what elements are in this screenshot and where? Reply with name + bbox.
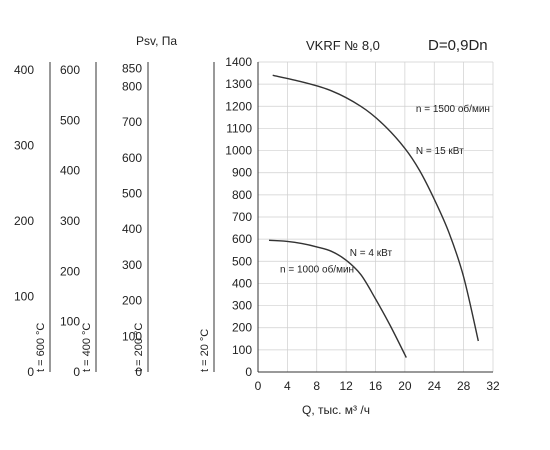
curve-annotation: n = 1500 об/мин xyxy=(416,103,490,115)
y-tick-label: 600 xyxy=(232,232,252,246)
temperature-axis-tick-label: 200 xyxy=(14,214,34,228)
curve-annotation: N = 15 кВт xyxy=(416,146,464,157)
y-tick-label: 0 xyxy=(245,365,252,379)
temperature-axis-tick-label: 300 xyxy=(14,139,34,153)
temperature-axis-tick-label: 500 xyxy=(60,113,80,127)
chart-labels: VKRF № 8,0 D=0,9Dn Psv, Па Q, тыс. м³ /ч… xyxy=(136,34,490,417)
y-tick-label: 400 xyxy=(232,276,252,290)
temperature-axis-tick-label: 300 xyxy=(122,258,142,272)
temperature-axis-tick-label: 0 xyxy=(73,365,80,379)
temperature-axis-tick-label: 600 xyxy=(60,63,80,77)
temperature-axis-label: t = 600 °C xyxy=(35,323,47,372)
y-tick-label: 1300 xyxy=(225,77,252,91)
y-axis-label: Psv, Па xyxy=(136,34,177,48)
temperature-axis-tick-label: 400 xyxy=(60,164,80,178)
y-tick-label: 1400 xyxy=(225,55,252,69)
x-axis-label: Q, тыс. м³ /ч xyxy=(302,403,370,417)
temperature-axis-label: t = 400 °C xyxy=(81,323,93,372)
y-tick-label: 1100 xyxy=(226,121,252,135)
series-curves xyxy=(268,74,479,358)
temperature-axis-tick-label: 100 xyxy=(14,290,34,304)
chart-subtitle: D=0,9Dn xyxy=(428,37,488,54)
temperature-axis-tick-label: 200 xyxy=(60,264,80,278)
series-curve xyxy=(268,239,407,358)
x-tick-label: 12 xyxy=(339,379,353,393)
temperature-axis-tick-label: 700 xyxy=(122,115,142,129)
y-tick-label: 900 xyxy=(232,166,252,180)
temperature-axis-tick-label: 200 xyxy=(122,294,142,308)
x-tick-label: 20 xyxy=(398,379,412,393)
curve-annotation: n = 1000 об/мин xyxy=(280,263,354,275)
y-tick-label: 800 xyxy=(232,188,252,202)
temperature-axis-label: t = 200 °C xyxy=(133,323,145,372)
x-tick-label: 4 xyxy=(284,379,291,393)
temperature-axis-tick-label: 800 xyxy=(122,79,142,93)
y-tick-label: 1200 xyxy=(225,99,252,113)
x-tick-label: 32 xyxy=(486,379,500,393)
y-tick-label: 500 xyxy=(232,254,252,268)
temperature-axis-tick-label: 600 xyxy=(122,151,142,165)
x-tick-label: 28 xyxy=(457,379,471,393)
x-tick-label: 16 xyxy=(369,379,383,393)
series-curve xyxy=(272,74,479,342)
y-tick-label: 1000 xyxy=(225,144,252,158)
temperature-axis-tick-label: 500 xyxy=(122,187,142,201)
y-tick-label: 300 xyxy=(232,299,252,313)
y-tick-label: 700 xyxy=(232,210,252,224)
x-tick-label: 8 xyxy=(313,379,320,393)
temperature-axis-tick-label: 100 xyxy=(122,329,142,343)
y-tick-label: 200 xyxy=(232,321,252,335)
temperature-axis-tick-label: 400 xyxy=(14,63,34,77)
temperature-axis-tick-label: 300 xyxy=(60,214,80,228)
x-tick-label: 0 xyxy=(255,379,262,393)
temperature-axis-label: t = 20 °C xyxy=(199,329,211,372)
temperature-axis-tick-label: 850 xyxy=(122,62,142,76)
x-tick-label: 24 xyxy=(428,379,442,393)
temperature-axis-tick-label: 0 xyxy=(135,365,142,379)
curve-annotation: N = 4 кВт xyxy=(350,248,393,259)
axes: 0100200300400500600700800900100011001200… xyxy=(14,55,500,393)
temperature-axis-tick-label: 0 xyxy=(27,365,34,379)
grid-lines xyxy=(258,61,494,372)
y-tick-label: 100 xyxy=(232,343,252,357)
temperature-axis-tick-label: 100 xyxy=(60,315,80,329)
temperature-axis-tick-label: 400 xyxy=(122,222,142,236)
chart-title: VKRF № 8,0 xyxy=(306,38,380,53)
